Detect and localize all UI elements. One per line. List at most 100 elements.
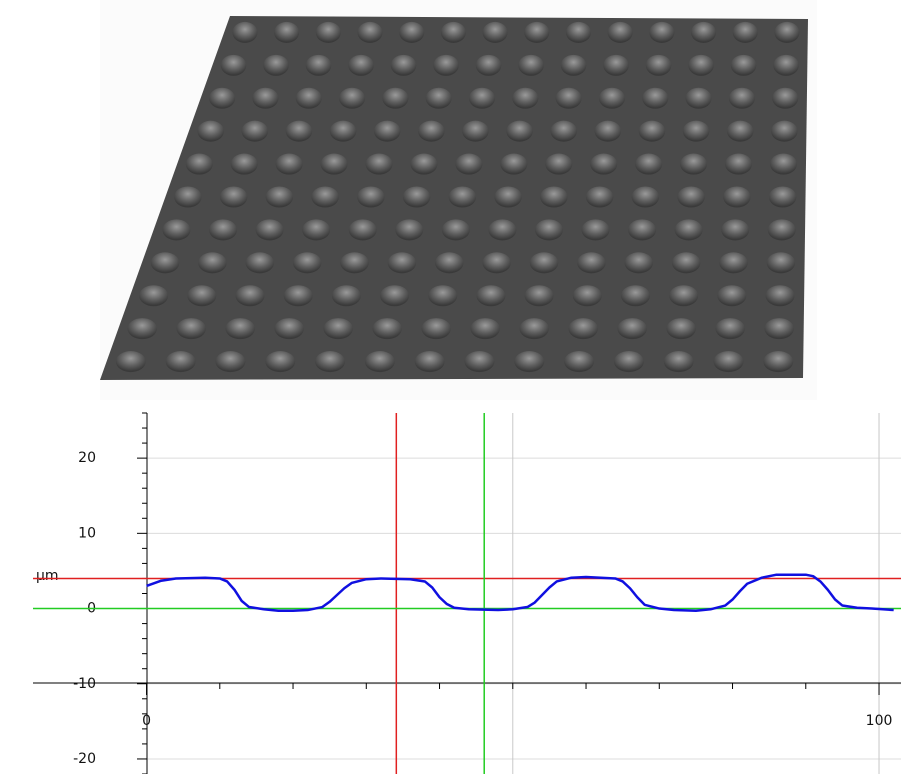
surface-bump [768, 186, 797, 208]
surface-bump [488, 219, 517, 241]
surface-bump [428, 285, 458, 307]
surface-bump [671, 252, 701, 274]
surface-bump [165, 351, 196, 373]
surface-bump [624, 252, 653, 274]
surface-bump [482, 252, 511, 274]
surface-bump [348, 54, 374, 76]
surface-bump [680, 153, 708, 175]
surface-bump [519, 318, 549, 340]
surface-bump [682, 120, 710, 142]
surface-bump [198, 252, 227, 274]
surface-bump [402, 186, 431, 208]
y-axis-label: µm [36, 568, 59, 584]
surface-bump [564, 351, 595, 373]
surface-bump [418, 120, 445, 142]
surface-bump [560, 54, 587, 76]
surface-bump [631, 186, 660, 208]
surface-bump [506, 120, 533, 142]
surface-bump [524, 21, 550, 43]
surface-bump [732, 21, 758, 43]
surface-bump [765, 285, 795, 307]
surface-bump [115, 351, 146, 373]
surface-bump [669, 285, 699, 307]
surface-bump [518, 54, 544, 76]
y-tick-label: 20 [78, 450, 96, 466]
surface-bump [162, 219, 191, 241]
surface-bump [230, 153, 258, 175]
surface-bump [274, 318, 304, 340]
surface-bump [763, 351, 794, 373]
surface-bump [364, 351, 395, 373]
surface-bump [590, 153, 618, 175]
surface-bump [265, 351, 296, 373]
surface-bump [139, 285, 169, 307]
surface-bump [577, 252, 606, 274]
surface-bump [730, 54, 757, 76]
surface-bump [685, 87, 712, 109]
surface-bump [723, 186, 751, 208]
surface-bump [232, 21, 258, 43]
surface-bump [433, 54, 459, 76]
surface-bump [603, 54, 629, 76]
surface-bump [728, 87, 755, 109]
surface-bump [275, 153, 303, 175]
surface-bump [585, 186, 614, 208]
surface-bump [315, 21, 341, 43]
surface-bump [241, 120, 269, 142]
surface-bump [677, 186, 705, 208]
surface-bump [340, 252, 369, 274]
surface-bump [475, 54, 502, 76]
surface-bump [263, 54, 289, 76]
surface-bump [209, 219, 237, 241]
surface-bump [255, 219, 284, 241]
surface-bump [455, 153, 483, 175]
surface-bump [550, 120, 577, 142]
surface-bump [594, 120, 622, 142]
surface-bump [568, 318, 598, 340]
surface-bump [500, 153, 528, 175]
surface-bump [380, 285, 410, 307]
surface-bump [514, 351, 545, 373]
surface-bump [209, 87, 236, 109]
surface-bump [395, 219, 424, 241]
surface-bump [470, 318, 500, 340]
surface-bump [721, 219, 750, 241]
surface-bump [649, 21, 675, 43]
surface-bump [382, 87, 409, 109]
surface-bump [292, 252, 322, 274]
surface-bump [323, 318, 353, 340]
surface-bump [642, 87, 669, 109]
surface-bump [494, 186, 522, 208]
surface-bump [421, 318, 451, 340]
surface-bump [529, 252, 559, 274]
y-tick-label: -20 [73, 751, 96, 767]
surface-bump [534, 219, 563, 241]
surface-bump [540, 186, 568, 208]
surface-bump [645, 54, 672, 76]
surface-bump [674, 219, 703, 241]
surface-bump [425, 87, 452, 109]
surface-bump [187, 285, 217, 307]
surface-bump [717, 285, 747, 307]
surface-bump [305, 54, 332, 76]
surface-bump [235, 285, 265, 307]
surface-bump [476, 285, 506, 307]
surface-bump [311, 186, 339, 208]
surface-bump [390, 54, 417, 76]
surface-bump [715, 318, 745, 340]
surface-bump [219, 186, 248, 208]
surface-bump [771, 120, 798, 142]
surface-bump [329, 120, 357, 142]
surface-bump [464, 351, 495, 373]
surface-bump [440, 21, 466, 43]
surface-bump [414, 351, 445, 373]
surface-bump [691, 21, 717, 43]
surface-bump [441, 219, 470, 241]
surface-bump [713, 351, 744, 373]
surface-bump [302, 219, 331, 241]
surface-bump [252, 87, 279, 109]
surface-bump [357, 186, 385, 208]
surface-bump [174, 186, 202, 208]
